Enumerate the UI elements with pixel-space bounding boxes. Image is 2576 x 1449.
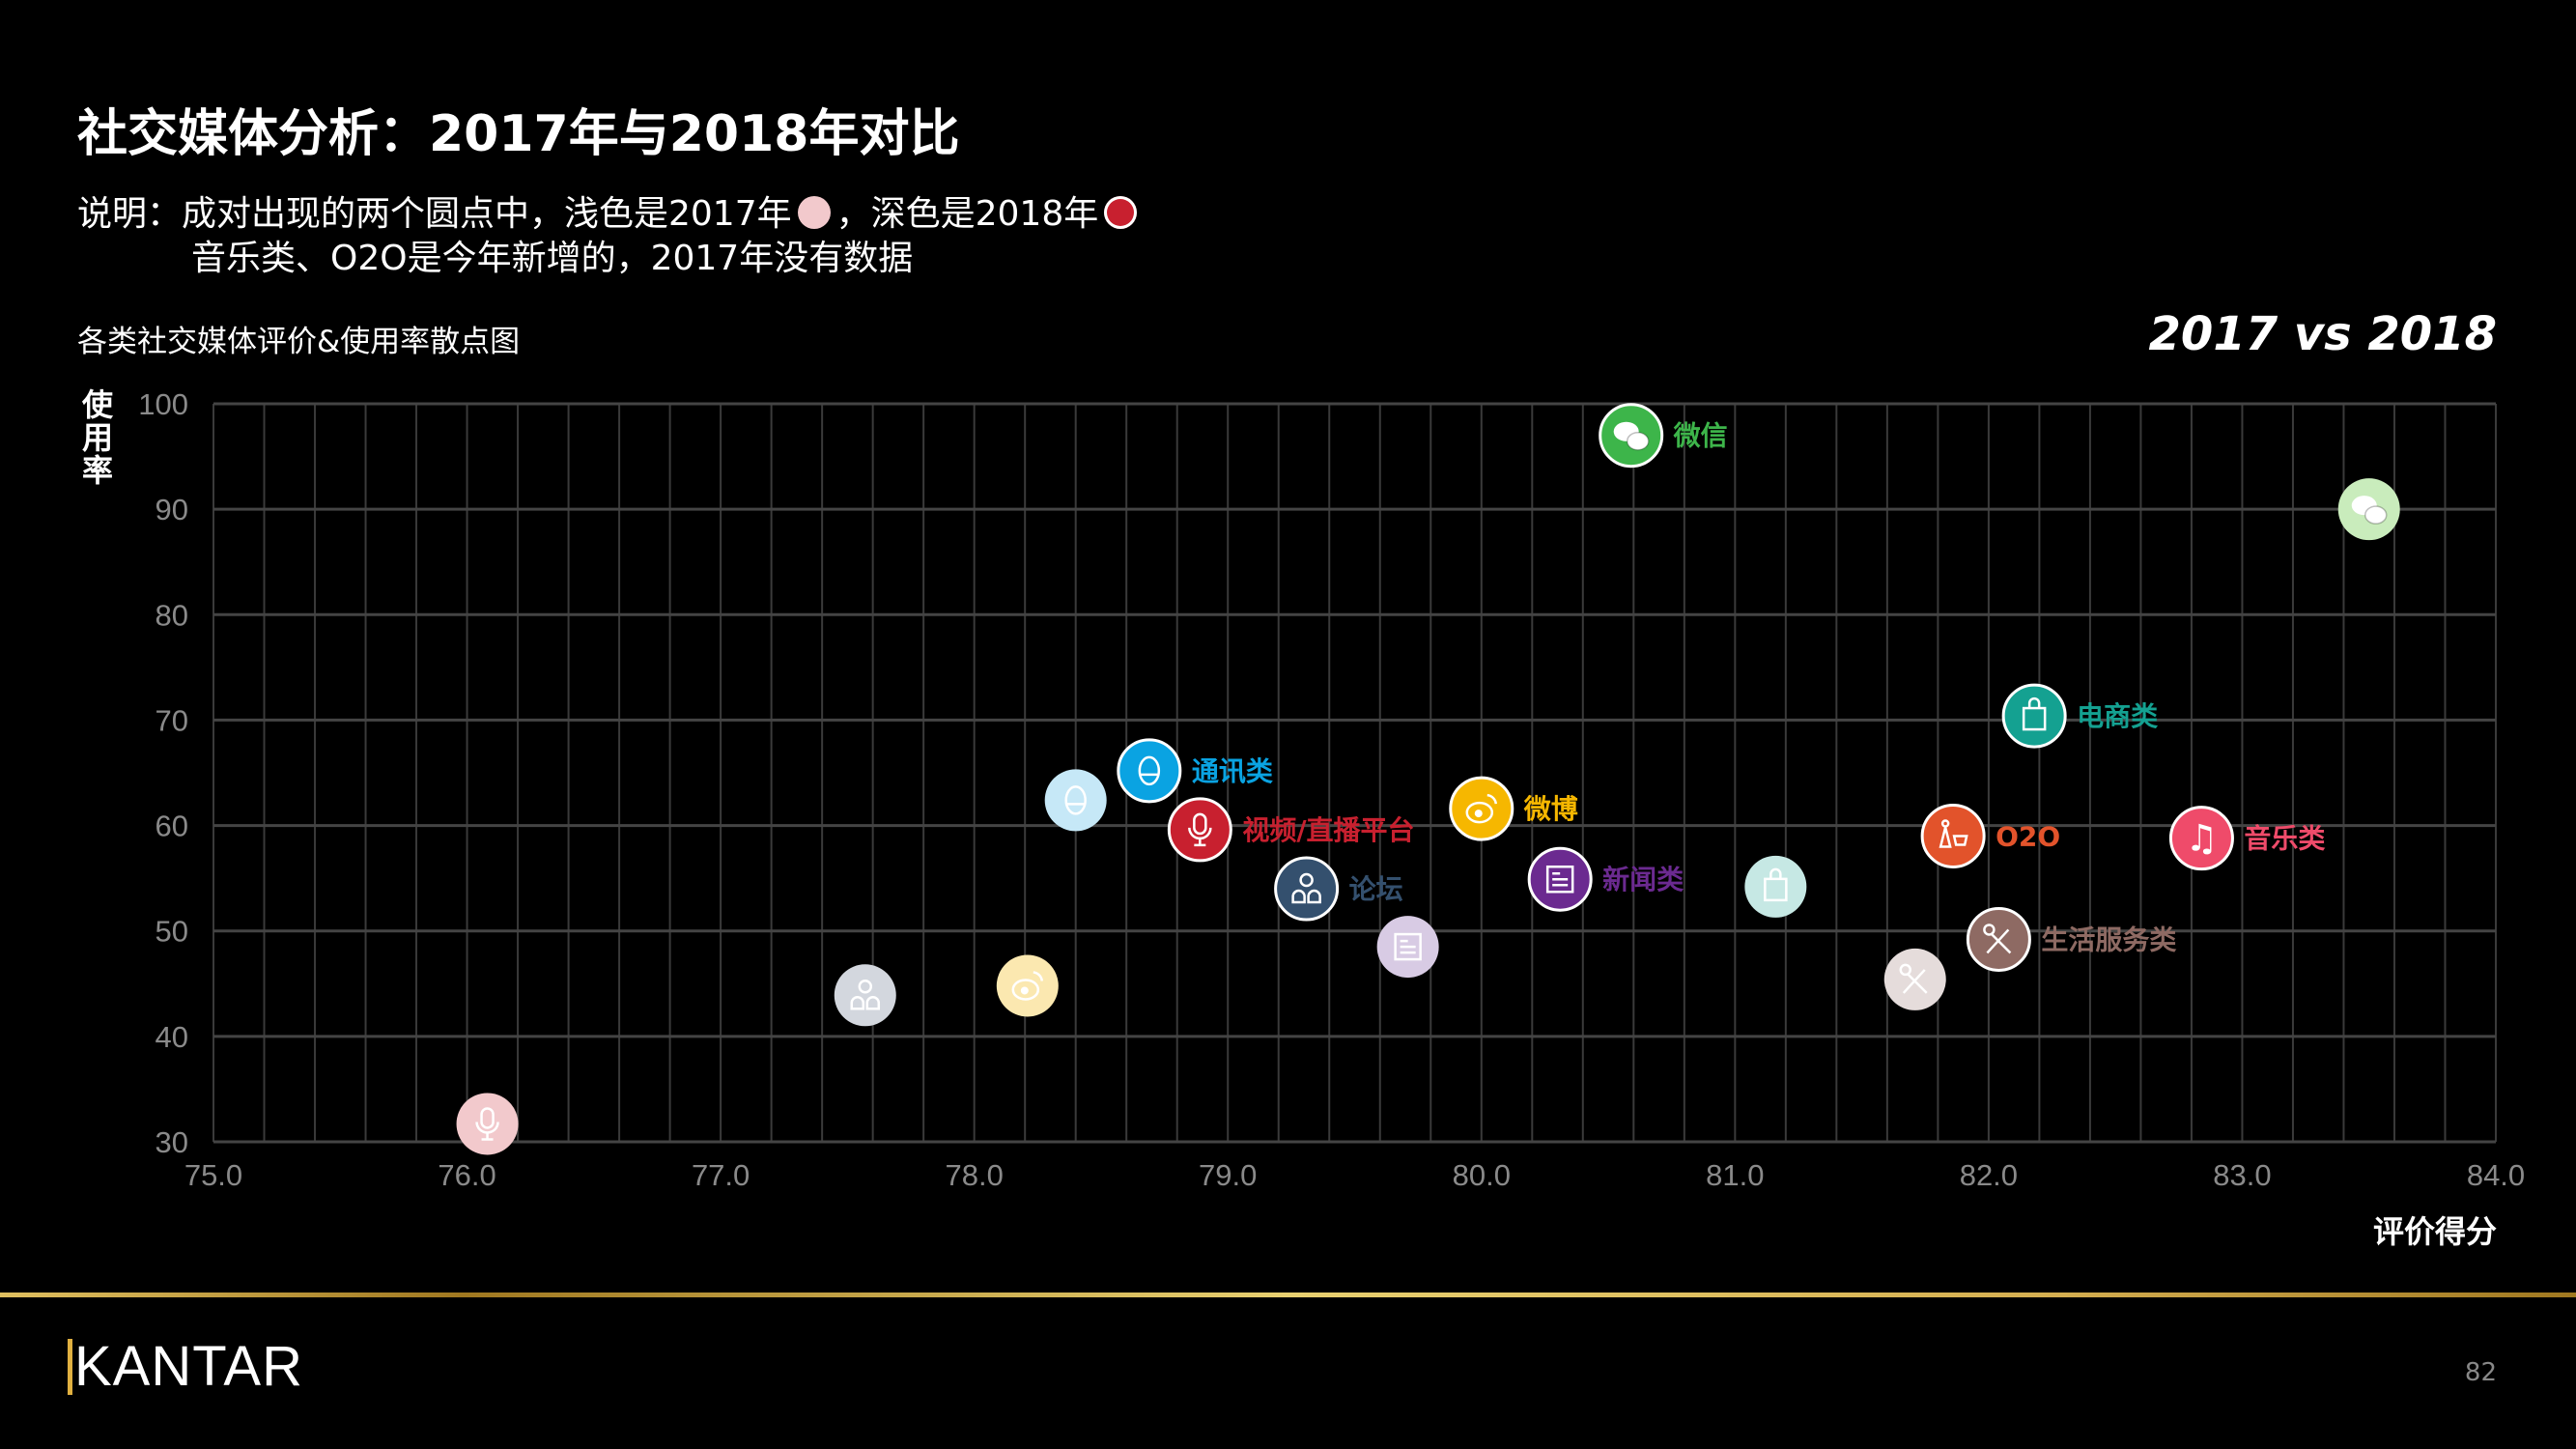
- y-tick-label: 70: [156, 703, 188, 737]
- point-2018: [2168, 806, 2234, 871]
- scatter-chart: 30 40 50 60 70 80 90 100 75.0 76.0 77.0 78.0 79.0 80.…: [138, 387, 2525, 1192]
- note-text-2017: 说明：成对出现的两个圆点中，浅色是2017年: [77, 194, 792, 234]
- point-label: 音乐类: [2244, 823, 2325, 855]
- shopping-cart-icon: [1939, 827, 1968, 848]
- point-2018: [1167, 797, 1232, 863]
- point-label: 微信: [1673, 420, 1728, 452]
- weibo-icon: [1465, 801, 1494, 824]
- microphone-icon: [1188, 827, 1212, 847]
- qq-penguin-icon: [1138, 755, 1161, 786]
- y-tick-label: 50: [156, 915, 188, 949]
- y-axis-label: 使用率: [81, 386, 113, 489]
- fork-spoon-icon: [1986, 928, 2012, 954]
- series-论坛: 论坛: [834, 856, 1403, 1027]
- series-新闻类: 新闻类: [1376, 846, 1684, 979]
- kantar-logo: KANTAR: [68, 1339, 303, 1395]
- series-视频/直播平台: 视频/直播平台: [456, 797, 1415, 1155]
- microphone-icon: [1193, 812, 1207, 836]
- microphone-icon: [480, 1107, 495, 1129]
- chart-title: 各类社交媒体评价&使用率散点图: [77, 325, 521, 359]
- point-label: 电商类: [2077, 700, 2158, 732]
- y-tick-label: 60: [156, 810, 188, 843]
- point-label: 新闻类: [1602, 864, 1684, 895]
- shopping-cart-icon: [1940, 819, 1950, 828]
- legend-dot-2017: [797, 196, 831, 229]
- shopping-bag-icon: [2027, 696, 2041, 709]
- y-tick-label: 90: [156, 493, 188, 526]
- y-tick-label: 30: [156, 1125, 188, 1159]
- people-icon: [858, 980, 873, 994]
- point-label: 通讯类: [1192, 755, 1273, 787]
- weibo-icon: [1486, 793, 1498, 805]
- music-note-icon: ♫: [2185, 817, 2218, 860]
- point-2018: [2001, 683, 2067, 749]
- series-通讯类: 通讯类: [1044, 738, 1273, 832]
- newspaper-icon: [1545, 865, 1574, 894]
- y-tick-label: 100: [138, 387, 188, 421]
- point-2017: [834, 964, 896, 1027]
- page-number: 82: [2464, 1358, 2497, 1387]
- legend-note-line1: 说明：成对出现的两个圆点中，浅色是2017年 ，深色是2018年: [77, 185, 1143, 236]
- series-微信: 微信: [1599, 403, 2400, 541]
- x-tick-label: 82.0: [1960, 1158, 2018, 1192]
- x-axis-label: 评价得分: [2372, 1213, 2497, 1250]
- fork-spoon-icon: [1899, 963, 1911, 977]
- newspaper-icon: [1394, 932, 1422, 961]
- weibo-icon: [1474, 810, 1483, 818]
- series-电商类: 电商类: [1744, 683, 2158, 918]
- point-2017: [1044, 769, 1107, 832]
- x-tick-label: 83.0: [2213, 1158, 2271, 1192]
- x-tick-label: 76.0: [438, 1158, 495, 1192]
- x-tick-label: 84.0: [2467, 1158, 2525, 1192]
- y-tick-label: 80: [156, 598, 188, 632]
- chart-corner-label: 2017 vs 2018: [2148, 307, 2497, 361]
- weibo-icon: [1020, 986, 1029, 995]
- fork-spoon-icon: [1902, 969, 1928, 994]
- point-label: O2O: [1996, 820, 2060, 852]
- x-tick-label: 77.0: [692, 1158, 750, 1192]
- point-2018: [1274, 856, 1340, 922]
- shopping-bag-icon: [2022, 706, 2047, 731]
- point-2018: [1449, 776, 1514, 841]
- weibo-icon: [1033, 971, 1044, 981]
- series-微博: 微博: [996, 776, 1578, 1017]
- wechat-icon: [1626, 431, 1650, 451]
- legend-dot-2018: [1104, 196, 1138, 229]
- page-title: 社交媒体分析：2017年与2018年对比: [77, 105, 960, 163]
- note-text-2018: ，深色是2018年: [835, 194, 1099, 234]
- weibo-icon: [1011, 979, 1040, 1001]
- x-tick-label: 75.0: [184, 1158, 242, 1192]
- x-tick-label: 78.0: [945, 1158, 1003, 1192]
- shopping-bag-icon: [1769, 867, 1782, 879]
- newspaper-icon: [1400, 939, 1416, 954]
- point-2017: [1744, 855, 1807, 918]
- series-音乐类: ♫ 音乐类: [2168, 806, 2325, 871]
- series-生活服务类: 生活服务类: [1883, 906, 2176, 1010]
- point-label: 论坛: [1349, 873, 1403, 905]
- qq-penguin-icon: [1064, 785, 1087, 815]
- legend-note-line2: 音乐类、O2O是今年新增的，2017年没有数据: [191, 239, 914, 278]
- point-label: 微博: [1523, 793, 1578, 825]
- x-tick-label: 80.0: [1453, 1158, 1511, 1192]
- series-O2O: O2O: [1920, 803, 2060, 868]
- x-tick-label: 81.0: [1706, 1158, 1764, 1192]
- point-label: 视频/直播平台: [1242, 814, 1414, 846]
- newspaper-icon: [1552, 871, 1569, 887]
- point-2017: [996, 954, 1059, 1017]
- gold-divider: [0, 1293, 2576, 1297]
- point-label: 生活服务类: [2041, 923, 2176, 955]
- point-2018: [1117, 738, 1182, 804]
- people-icon: [850, 996, 881, 1010]
- people-icon: [1291, 889, 1321, 904]
- people-icon: [1299, 872, 1314, 888]
- y-tick-label: 40: [156, 1020, 188, 1054]
- wechat-icon: [2364, 505, 2388, 525]
- point-2017: [456, 1093, 519, 1155]
- microphone-icon: [475, 1122, 499, 1141]
- shopping-bag-icon: [1764, 877, 1788, 902]
- fork-spoon-icon: [1983, 923, 1996, 936]
- x-tick-label: 79.0: [1199, 1158, 1257, 1192]
